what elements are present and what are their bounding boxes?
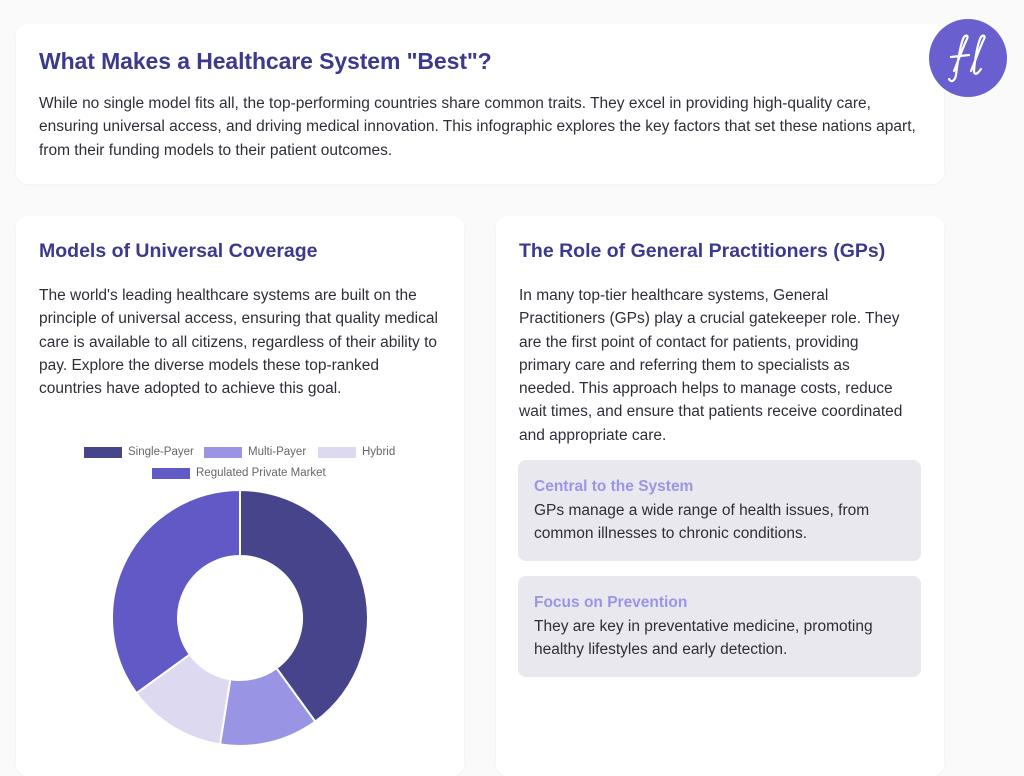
coverage-title: Models of Universal Coverage: [39, 240, 318, 262]
gp-title: The Role of General Practitioners (GPs): [519, 240, 886, 262]
intro-card: What Makes a Healthcare System "Best"? W…: [16, 24, 944, 184]
info-box-text: They are key in preventative medicine, p…: [534, 618, 873, 659]
info-box-prevention: Focus on Prevention They are key in prev…: [518, 576, 921, 677]
coverage-card: Models of Universal Coverage The world's…: [16, 216, 464, 776]
info-box-central: Central to the System GPs manage a wide …: [518, 460, 921, 561]
legend-item-multi-payer[interactable]: Multi-Payer: [204, 446, 306, 458]
legend-label: Single-Payer: [128, 446, 194, 458]
legend-swatch: [204, 446, 242, 458]
legend-swatch: [318, 446, 356, 458]
script-logo-icon: [947, 34, 986, 83]
donut-slice-single-payer[interactable]: [239, 488, 369, 723]
legend-swatch: [84, 446, 122, 458]
gp-text: In many top-tier healthcare systems, Gen…: [519, 287, 903, 444]
legend-item-hybrid[interactable]: Hybrid: [318, 446, 395, 458]
coverage-text: The world's leading healthcare systems a…: [39, 287, 438, 398]
legend-label: Regulated Private Market: [196, 467, 326, 479]
donut-chart: [111, 488, 369, 747]
intro-text: While no single model fits all, the top-…: [39, 95, 916, 159]
brand-logo[interactable]: [929, 19, 1007, 97]
info-box-title: Focus on Prevention: [534, 594, 688, 611]
legend-swatch: [152, 467, 190, 479]
page-title: What Makes a Healthcare System "Best"?: [39, 48, 492, 74]
gp-card: The Role of General Practitioners (GPs) …: [496, 216, 944, 776]
legend-label: Multi-Payer: [248, 446, 307, 458]
donut-slice-regulated-private-market[interactable]: [111, 488, 241, 695]
info-box-title: Central to the System: [534, 478, 694, 495]
legend-label: Hybrid: [362, 446, 396, 458]
legend-item-single-payer[interactable]: Single-Payer: [84, 446, 194, 458]
legend-item-regulated-private-market[interactable]: Regulated Private Market: [152, 467, 326, 479]
info-box-text: GPs manage a wide range of health issues…: [534, 502, 870, 543]
